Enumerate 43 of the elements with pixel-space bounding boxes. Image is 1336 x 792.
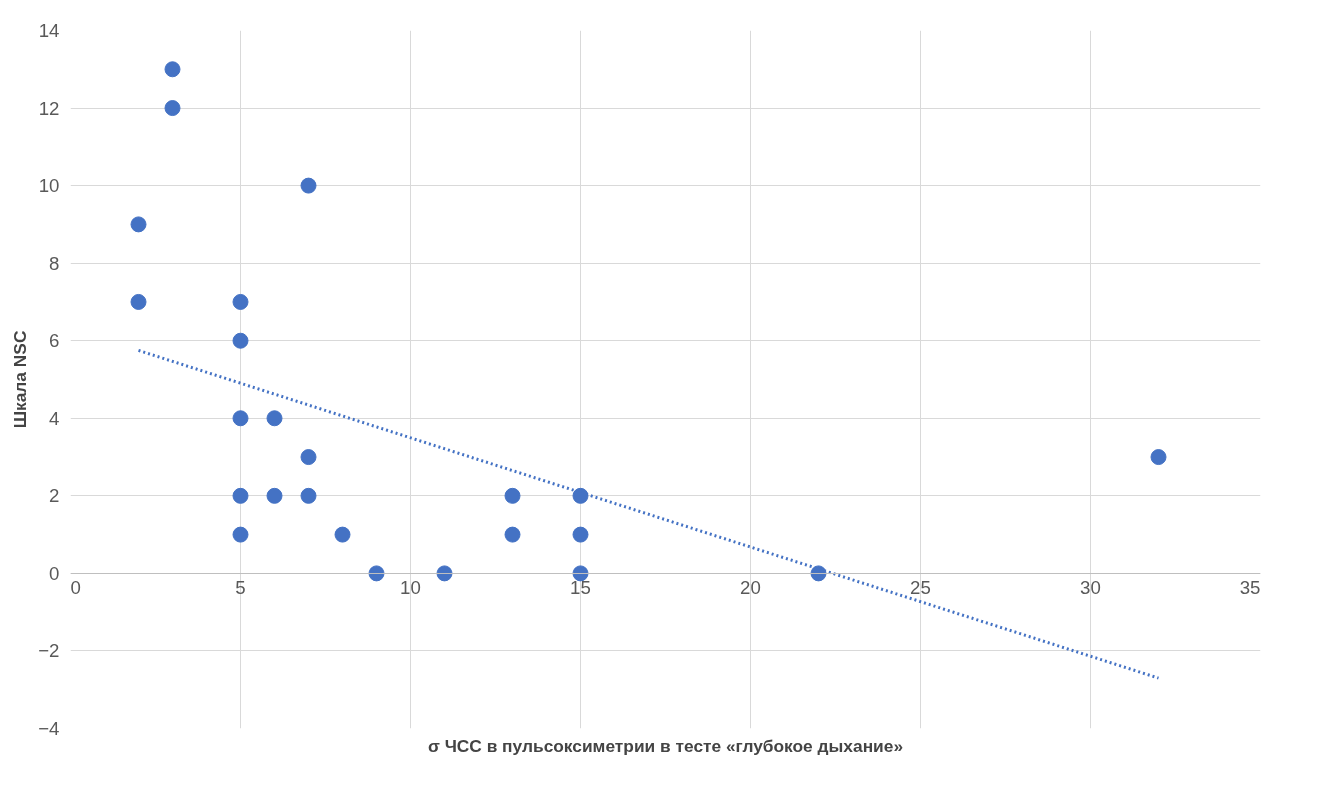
point [436, 565, 453, 582]
point [334, 526, 351, 543]
y-tick-label: 12 [38, 97, 60, 119]
x-tick-label: 35 [1239, 577, 1261, 599]
y-tick-label: 8 [49, 252, 60, 274]
point [504, 487, 521, 504]
y-tick-label: −2 [38, 640, 60, 662]
point [300, 177, 317, 194]
point [1150, 449, 1167, 466]
point [232, 332, 249, 349]
point [130, 293, 147, 310]
y-tick-label: 0 [49, 562, 60, 584]
x-tick-label: 30 [1080, 577, 1101, 599]
point [164, 61, 181, 78]
point [572, 487, 589, 504]
x-tick-label: 0 [70, 577, 81, 599]
point [300, 449, 317, 466]
point [572, 565, 589, 582]
point [232, 526, 249, 543]
point [504, 526, 521, 543]
point [232, 293, 249, 310]
y-tick-label: 10 [38, 175, 60, 197]
y-tick-label: 2 [49, 485, 60, 507]
point [368, 565, 385, 582]
x-tick-label: 20 [740, 577, 761, 599]
y-tick-label: 14 [38, 20, 60, 41]
y-tick-label: 6 [49, 330, 60, 352]
x-axis-title: σ ЧСС в пульсоксиметрии в тесте «глубокое дыхание» [427, 735, 904, 756]
point [300, 487, 317, 504]
y-tick-label: 4 [49, 407, 60, 429]
point [164, 100, 181, 117]
point [266, 410, 283, 427]
x-tick-label: 10 [400, 577, 421, 599]
point [232, 410, 249, 427]
x-tick-label: 25 [910, 577, 931, 599]
x-tick-label: 5 [235, 577, 246, 599]
point [130, 216, 147, 233]
y-axis-title: Шкала NSC [10, 330, 31, 429]
x-tick-label: 15 [570, 577, 591, 599]
point [232, 487, 249, 504]
y-tick-label: −4 [38, 718, 60, 739]
point [266, 487, 283, 504]
point [572, 526, 589, 543]
